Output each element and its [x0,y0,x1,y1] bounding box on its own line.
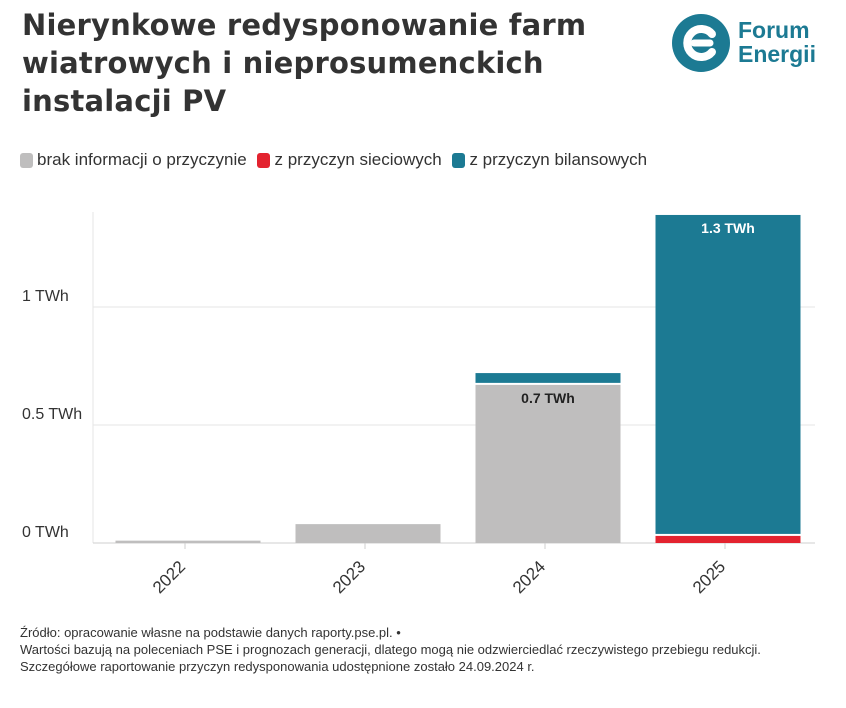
chart-title: Nierynkowe redysponowanie farm wiatrowyc… [22,8,587,118]
bar-2022-series-0 [115,540,261,543]
legend-swatch-grid [257,152,271,168]
y-tick-label: 1 TWh [22,288,69,305]
forum-energii-logo-icon [672,14,730,72]
x-tick-label: 2025 [689,557,729,597]
forum-energii-logo: Forum Energii [672,14,832,74]
chart-notes: Źródło: opracowanie własne na podstawie … [20,624,820,675]
x-tick-label: 2023 [329,557,369,597]
data-label-2025: 1.3 TWh [701,220,755,236]
legend: brak informacji o przyczynie z przyczyn … [20,150,653,173]
note-source: Źródło: opracowanie własne na podstawie … [20,625,401,640]
bar-2024-series-0 [475,384,621,543]
bar-2024-series-2 [475,373,621,383]
legend-label-grid: z przyczyn sieciowych [274,150,442,169]
logo-line-1: Forum [738,17,810,43]
legend-item-no-info: brak informacji o przyczynie [20,150,247,170]
legend-swatch-balancing [452,152,466,168]
data-label-2024: 0.7 TWh [521,390,575,406]
stacked-bar-chart: 0 TWh 0.5 TWh 1 TWh 2022 2023 2024 0.7 TWh 2025… [22,212,815,597]
legend-label-no-info: brak informacji o przyczynie [37,150,247,169]
logo-line-2: Energii [738,41,816,67]
bar-2025-series-2 [655,214,801,534]
logo-text: Forum Energii [738,18,816,66]
y-tick-label: 0.5 TWh [22,406,82,423]
note-reporting: Szczegółowe raportowanie przyczyn redysp… [20,659,535,674]
note-values: Wartości bazują na poleceniach PSE i pro… [20,642,761,657]
bar-2025-series-1 [655,535,801,543]
legend-item-balancing: z przyczyn bilansowych [452,150,647,170]
x-tick-label: 2022 [149,557,189,597]
legend-label-balancing: z przyczyn bilansowych [469,150,648,169]
legend-item-grid: z przyczyn sieciowych [257,150,442,170]
legend-swatch-no-info [20,152,33,168]
bar-2023-series-0 [295,524,441,543]
x-tick-label: 2024 [509,557,549,597]
y-tick-label: 0 TWh [22,524,69,541]
